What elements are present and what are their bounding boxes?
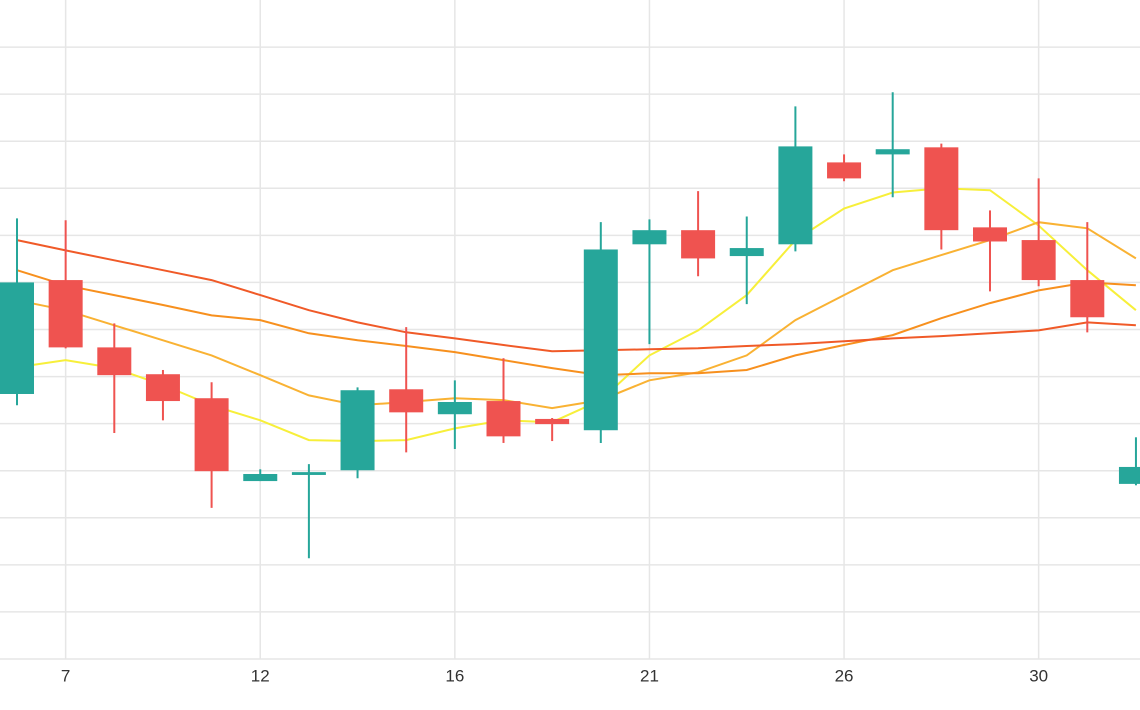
x-tick-label: 16	[445, 666, 464, 685]
candle-body	[681, 230, 716, 259]
candle-body	[1070, 280, 1105, 318]
x-axis: 7 12 16 21 26 30	[61, 666, 1048, 685]
x-tick-label: 21	[640, 666, 659, 685]
moving-averages	[16, 187, 1137, 443]
candle-body	[194, 398, 229, 472]
ma-line	[16, 269, 1136, 377]
candle-body	[632, 230, 667, 245]
candle-body	[97, 347, 132, 376]
ma-line	[16, 221, 1137, 410]
candle-body	[0, 282, 34, 394]
ma-line	[16, 239, 1136, 353]
candle-body	[486, 401, 521, 437]
candle-body	[291, 472, 326, 475]
candle-body	[1118, 466, 1140, 484]
candle-body	[973, 227, 1007, 242]
candle-body	[875, 149, 910, 155]
candle-body	[243, 474, 278, 482]
x-tick-label: 12	[251, 666, 270, 685]
candle-body	[1021, 240, 1056, 281]
candle-body	[340, 390, 375, 471]
candle-body	[48, 280, 83, 348]
candle-body	[827, 162, 862, 179]
candles	[0, 92, 1140, 559]
candle-body	[583, 249, 618, 431]
candle-body	[924, 147, 959, 231]
candle-body	[535, 418, 570, 425]
x-tick-label: 26	[835, 666, 854, 685]
candle-body	[729, 248, 764, 257]
candle-body	[437, 401, 472, 415]
grid	[0, 0, 1140, 660]
candle-body	[145, 374, 180, 402]
candle-body	[778, 146, 813, 245]
candle-body	[389, 389, 424, 413]
x-tick-label: 30	[1029, 666, 1048, 685]
x-tick-label: 7	[61, 666, 70, 685]
